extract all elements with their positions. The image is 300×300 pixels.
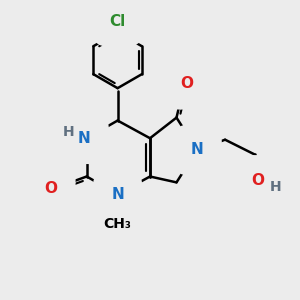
Text: Cl: Cl — [110, 14, 126, 28]
Text: O: O — [180, 76, 193, 91]
Text: N: N — [111, 187, 124, 202]
Text: O: O — [44, 181, 57, 196]
Text: N: N — [191, 142, 203, 158]
Text: N: N — [78, 131, 91, 146]
Text: O: O — [251, 173, 264, 188]
Text: H: H — [270, 180, 281, 194]
Text: CH₃: CH₃ — [104, 218, 131, 232]
Text: H: H — [63, 125, 74, 139]
